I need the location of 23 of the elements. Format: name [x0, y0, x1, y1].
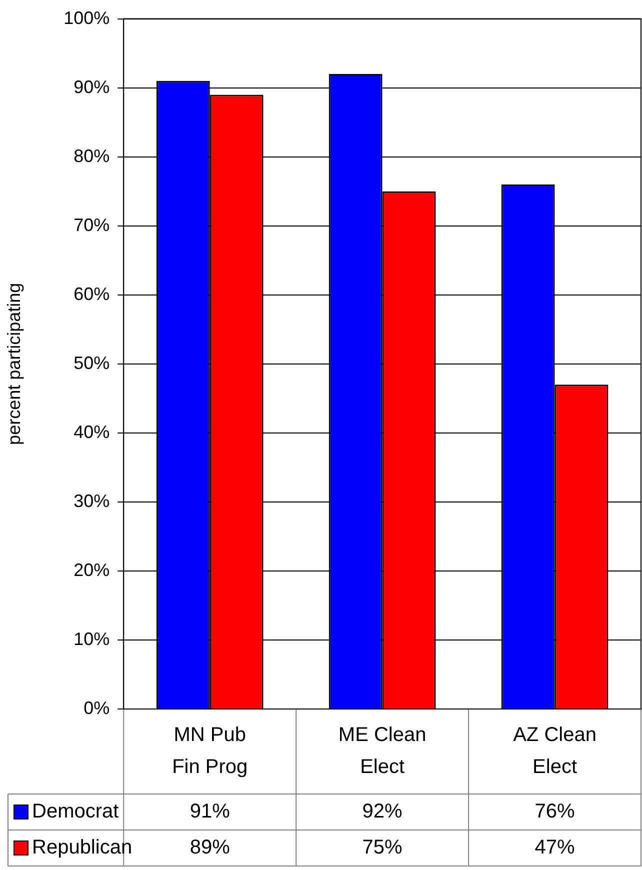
legend-label: Democrat [32, 800, 120, 823]
legend-label: Republican [32, 836, 132, 859]
data-label: 91% [190, 800, 230, 823]
data-label: 75% [362, 836, 403, 859]
y-tick-label: 100% [64, 8, 110, 28]
y-tick-label: 0% [84, 698, 110, 718]
y-tick-label: 60% [74, 284, 110, 304]
y-tick-label: 50% [74, 352, 110, 373]
y-tick-label: 40% [74, 422, 110, 442]
data-label: 89% [190, 836, 230, 859]
data-label: 76% [534, 800, 576, 823]
x-tick-label: MN Pub Fin Prog [172, 724, 248, 778]
y-tick-label: 80% [74, 146, 110, 166]
y-tick-label: 20% [74, 560, 110, 580]
data-label: 47% [534, 836, 576, 859]
y-tick-label: 70% [74, 214, 110, 235]
y-axis-title: percent participating [4, 282, 24, 445]
x-tick-label: ME Clean Elect [338, 724, 426, 778]
y-tick-label: 10% [74, 628, 110, 649]
y-tick-label: 90% [74, 76, 110, 97]
x-tick-label: AZ Clean Elect [513, 724, 596, 778]
y-tick-label: 30% [74, 490, 110, 511]
data-label: 92% [362, 800, 403, 823]
